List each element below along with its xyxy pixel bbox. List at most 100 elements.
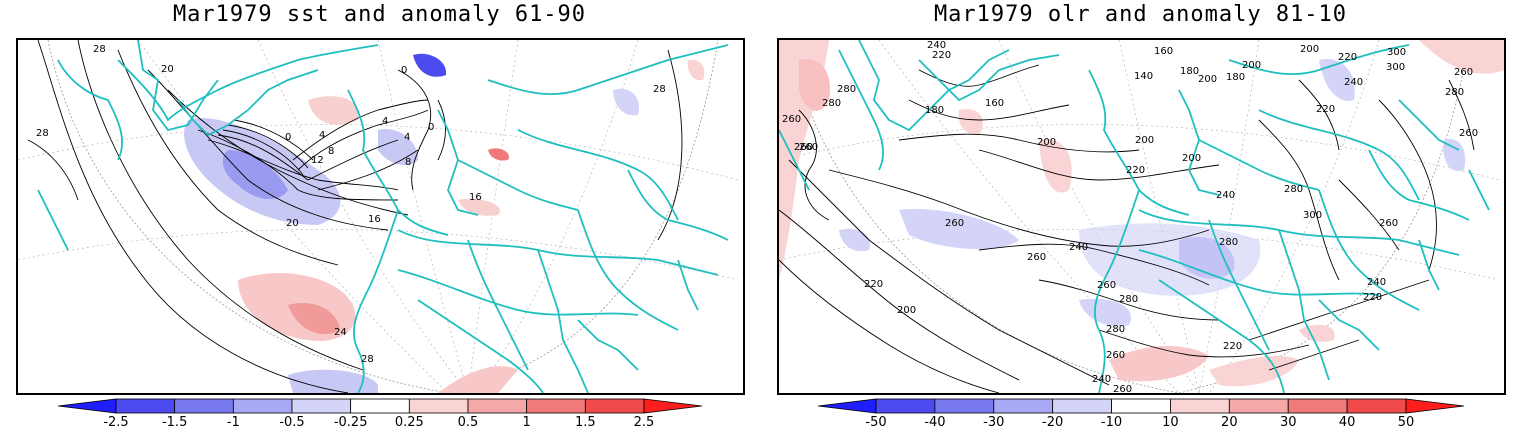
contour-label: 220 [1363,292,1382,303]
colorbar-swatch [875,398,936,414]
contour-label: 180 [925,105,944,116]
colorbar-tick-label: -20 [1042,415,1064,430]
positive-anomaly-shelf [308,96,359,125]
contour-label: 200 [1300,44,1319,55]
contour-label: 280 [1445,87,1464,98]
contour-label: 240 [1092,374,1111,385]
negative-anomaly-core [222,150,288,200]
contour-label: 300 [1386,62,1405,73]
colorbar-tick-label: -1.5 [161,415,188,430]
contour-label: 8 [405,157,411,168]
sst-map-canvas: 28 20 28 0 4 0 8 12 4 0 4 8 16 16 20 24 … [18,40,739,393]
colorbar-swatch [584,398,645,414]
colorbar-tick-label: 30 [1279,415,1297,430]
colorbar-swatch [526,398,586,414]
colorbar-tick-label: 2.5 [633,415,655,430]
contour-label: 260 [1106,350,1125,361]
contour-label: 28 [93,44,106,55]
contour-label: 220 [864,279,883,290]
contour-label: 220 [1126,165,1145,176]
positive-anomaly-core [288,302,340,335]
graticule [779,40,1500,393]
contour-label: 140 [1134,71,1153,82]
olr-map-canvas: 240 220 280 160 140 180 200 200 180 200 … [779,40,1504,393]
colorbar-tick-label: -2.5 [103,415,129,430]
olr-map: 240 220 280 160 140 180 200 200 180 200 … [777,38,1506,395]
negative-anomaly-baltic [378,129,418,166]
contour-label: 220 [1338,52,1357,63]
contour-label: 28 [361,354,374,365]
positive-anomaly-east [1299,324,1335,342]
contour-label: 240 [1069,242,1088,253]
contour-label: 4 [382,116,388,127]
sst-anomaly-colorbar: -2.5 -1.5 -1 -0.5 -0.25 0.25 0.5 1 1.5 2.5 [58,398,702,430]
contour-label: 0 [401,65,407,76]
contour-label: 240 [1367,277,1386,288]
colorbar-swatch [232,398,293,414]
positive-anomaly-nw [799,59,830,111]
contour-label: 200 [1198,74,1217,85]
contour-label: 280 [822,98,841,109]
colorbar-swatch [408,398,469,414]
contour-label: 220 [932,50,951,61]
colorbar-tick-label: -10 [1100,415,1123,430]
colorbar-tick-label: 10 [1162,415,1179,430]
graticule [18,40,739,393]
right-panel-title: Mar1979 olr and anomaly 81-10 [933,2,1348,27]
contour-label: 12 [311,155,324,166]
contour-label: 28 [653,84,666,95]
contour-label: 4 [319,130,325,141]
positive-anomaly-west [779,40,829,280]
contour-label: 240 [927,40,946,51]
colorbar-tick-label: 50 [1397,415,1415,430]
contour-label: 4 [404,132,410,143]
contour-label: 260 [1454,67,1473,78]
contour-label: 200 [897,305,916,316]
colorbar-min-arrow [58,398,117,414]
colorbar-tick-label: 1 [522,415,531,430]
negative-anomaly-east [1443,139,1466,171]
contour-label: 160 [985,98,1004,109]
contour-label: 20 [161,64,174,75]
sst-map: 28 20 28 0 4 0 8 12 4 0 4 8 16 16 20 24 … [16,38,745,395]
negative-anomaly-south [1079,298,1131,327]
negative-anomaly-ne [1319,59,1355,101]
contour-label: 200 [1242,60,1261,71]
colorbar-tick-label: -30 [983,415,1005,430]
colorbar-swatch [1346,398,1407,414]
positive-anomaly-south [1109,345,1209,382]
globe-boundary [788,40,1470,393]
contour-label: 260 [945,218,964,229]
contour-label: 280 [1284,184,1303,195]
colorbar-max-arrow [1405,398,1464,414]
contour-label: 260 [782,114,801,125]
left-panel-title: Mar1979 sst and anomaly 61-90 [172,2,587,27]
positive-anomaly-edge [687,59,705,81]
contour-label: 280 [1219,237,1238,248]
contour-label: 16 [368,214,381,225]
contour-label: 300 [1387,47,1406,58]
negative-anomaly-sw [839,228,870,252]
colorbar-tick-label: 40 [1338,415,1356,430]
colorbar-swatch [467,398,528,414]
colorbar-tick-label: -1 [226,415,240,430]
contour-label: 200 [1135,135,1154,146]
colorbar-tick-label: 1.5 [574,415,596,430]
contour-label: 280 [1119,294,1138,305]
contour-label: 240 [1344,77,1363,88]
sst-contour-labels: 28 20 28 0 4 0 8 12 4 0 4 8 16 16 20 24 … [36,44,666,365]
colorbar-swatches [58,398,702,414]
sst-contours [27,40,683,393]
positive-anomaly-caspian [488,148,509,161]
coastlines [779,40,1490,393]
colorbar-swatch [1287,398,1348,414]
colorbar-swatches [818,398,1464,414]
positive-anomaly-center2 [958,109,983,135]
contour-label: 0 [285,132,291,143]
colorbar-swatch [1111,398,1171,414]
olr-contours [779,64,1475,393]
colorbar-max-arrow [643,398,702,414]
colorbar-min-arrow [818,398,877,414]
contour-label: 0 [428,122,434,133]
colorbar-swatch [993,398,1054,414]
